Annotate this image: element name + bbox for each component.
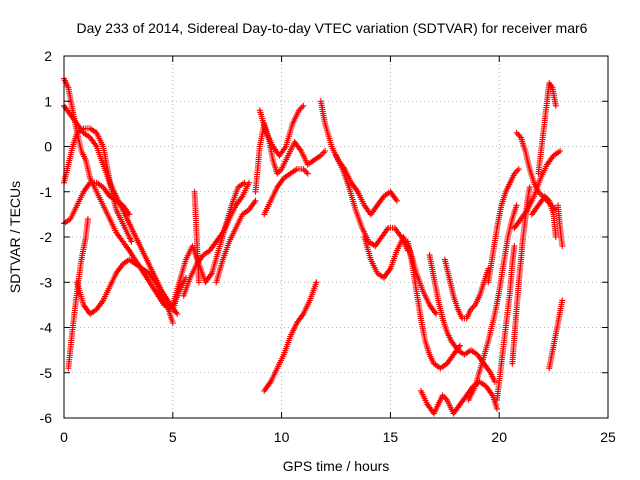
y-tick-label: -1 <box>40 184 53 200</box>
y-tick-label: -3 <box>40 274 53 290</box>
plot-frame <box>63 55 609 419</box>
data-point-markers <box>535 80 559 177</box>
y-tick-label: 2 <box>44 48 52 64</box>
x-tick-label: 0 <box>60 429 68 445</box>
data-point-markers <box>546 297 566 372</box>
series-arc20 <box>441 256 492 322</box>
data-point-markers <box>465 202 520 403</box>
series-arc21 <box>417 378 500 417</box>
y-tick-label: -4 <box>40 320 53 336</box>
series-arc9 <box>191 188 202 286</box>
data-point-markers <box>65 215 91 372</box>
data-point-markers <box>256 102 307 159</box>
x-tick-label: 5 <box>169 429 177 445</box>
series-arc25 <box>509 184 533 367</box>
data-point-markers <box>261 166 311 218</box>
data-point-markers <box>261 279 320 394</box>
data-point-markers <box>180 179 252 299</box>
series-arc13 <box>261 166 311 218</box>
data-point-markers <box>485 166 522 286</box>
x-tick-label: 25 <box>600 429 616 445</box>
series-arc18 <box>404 238 463 372</box>
y-tick-label: -2 <box>40 229 53 245</box>
data-point-markers <box>509 184 533 367</box>
x-axis-label: GPS time / hours <box>283 458 390 474</box>
series-arc17 <box>361 234 440 317</box>
axis-ticks: 0 5 10 15 20 25 -6 -5 -4 -3 -2 -1 0 1 2 <box>40 48 616 445</box>
series-arc19 <box>426 252 498 385</box>
series-arc5 <box>65 215 91 372</box>
y-tick-label: -6 <box>40 410 53 426</box>
series-arc10 <box>213 197 259 286</box>
series-arc24 <box>485 166 522 286</box>
data-point-markers <box>511 148 564 231</box>
series-arc31 <box>555 202 566 250</box>
data-series <box>61 75 566 417</box>
data-point-markers <box>426 252 498 385</box>
y-tick-label: 1 <box>44 93 52 109</box>
series-arc12 <box>256 102 307 159</box>
x-tick-label: 10 <box>274 429 290 445</box>
series-arc29 <box>528 193 559 240</box>
data-point-markers <box>361 234 440 317</box>
x-tick-label: 15 <box>383 429 399 445</box>
x-tick-label: 20 <box>491 429 507 445</box>
series-arc15 <box>317 98 400 218</box>
chart-title: Day 233 of 2014, Sidereal Day-to-day VTE… <box>77 20 588 36</box>
data-point-markers <box>441 256 492 322</box>
data-point-markers <box>494 243 518 403</box>
series-arc23 <box>494 243 518 403</box>
data-point-markers <box>191 188 202 286</box>
series-arc30 <box>546 297 566 372</box>
data-point-markers <box>417 378 500 417</box>
series-arc22 <box>465 202 520 403</box>
series-arc8 <box>180 179 252 299</box>
data-point-markers <box>555 202 566 250</box>
data-point-markers <box>213 197 259 286</box>
data-point-markers <box>528 193 559 240</box>
y-tick-label: -5 <box>40 365 53 381</box>
series-arc28 <box>535 80 559 177</box>
data-point-markers <box>74 256 176 326</box>
series-arc14 <box>261 279 320 394</box>
series-arc6 <box>74 256 176 326</box>
data-point-markers <box>404 238 463 372</box>
grid-lines <box>64 56 608 418</box>
y-tick-label: 0 <box>44 139 52 155</box>
y-axis-label: SDTVAR / TECUs <box>7 181 23 293</box>
data-point-markers <box>317 98 400 218</box>
series-arc27 <box>511 148 564 231</box>
